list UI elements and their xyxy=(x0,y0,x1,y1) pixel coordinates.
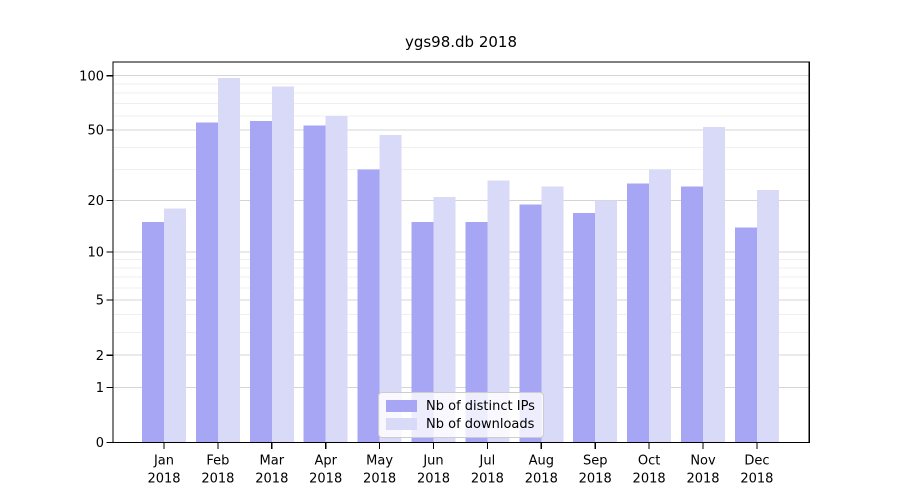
bar-downloads-apr xyxy=(325,115,348,443)
x-tick-label-jul-year: 2018 xyxy=(471,472,504,487)
x-tick-label-may-year: 2018 xyxy=(363,472,396,487)
x-tick-label-oct-year: 2018 xyxy=(633,472,666,487)
x-tick-label-mar: Mar xyxy=(260,454,285,469)
bar-downloads-feb xyxy=(217,78,240,443)
y-tick-label-1: 1 xyxy=(96,381,104,396)
bar-ips-dec xyxy=(734,227,757,443)
legend-item-distinct-ips: Nb of distinct IPs xyxy=(386,398,535,414)
y-tick-label-20: 20 xyxy=(87,194,104,209)
bar-ips-aug xyxy=(519,204,542,443)
x-tick-label-aug-year: 2018 xyxy=(525,472,558,487)
legend-label-downloads: Nb of downloads xyxy=(426,416,535,432)
x-tick-label-sep-year: 2018 xyxy=(579,472,612,487)
chart-title: ygs98.db 2018 xyxy=(404,33,518,51)
legend-swatch-downloads xyxy=(386,418,417,430)
y-tick-label-2: 2 xyxy=(96,349,104,364)
x-tick-label-jul: Jul xyxy=(479,454,496,469)
y-tick-label-50: 50 xyxy=(87,124,104,139)
x-tick-label-oct: Oct xyxy=(638,454,660,469)
bar-ips-jul xyxy=(465,222,488,443)
x-tick-label-apr: Apr xyxy=(314,454,337,469)
bar-downloads-oct xyxy=(649,169,672,443)
x-tick-label-feb-year: 2018 xyxy=(201,472,234,487)
bar-downloads-jul xyxy=(487,180,510,443)
x-tick-label-apr-year: 2018 xyxy=(309,472,342,487)
legend-swatch-distinct-ips xyxy=(386,400,417,412)
bar-ips-apr xyxy=(303,125,326,443)
bar-downloads-sep xyxy=(595,200,618,443)
x-tick-label-dec: Dec xyxy=(744,454,769,469)
y-tick-label-10: 10 xyxy=(87,246,104,261)
bar-ips-jan xyxy=(142,222,164,443)
bar-ips-may xyxy=(357,169,380,443)
bar-downloads-nov xyxy=(703,126,725,443)
x-tick-label-mar-year: 2018 xyxy=(255,472,288,487)
legend: Nb of distinct IPs Nb of downloads xyxy=(378,392,544,438)
bar-downloads-dec xyxy=(756,189,779,443)
bar-ips-jun xyxy=(411,222,434,443)
x-tick-label-jun: Jun xyxy=(422,454,443,469)
y-tick-label-5: 5 xyxy=(96,294,104,309)
x-tick-label-dec-year: 2018 xyxy=(740,472,773,487)
bar-downloads-may xyxy=(379,134,402,443)
x-tick-label-nov-year: 2018 xyxy=(686,472,719,487)
bar-ips-sep xyxy=(573,212,596,443)
bar-ips-mar xyxy=(249,121,272,443)
x-tick-label-may: May xyxy=(366,454,393,469)
bar-downloads-jun xyxy=(433,196,456,443)
bar-downloads-aug xyxy=(541,186,564,443)
bar-ips-nov xyxy=(681,186,703,443)
x-tick-label-jun-year: 2018 xyxy=(417,472,450,487)
y-tick-label-100: 100 xyxy=(79,69,104,84)
x-tick-label-aug: Aug xyxy=(529,454,554,469)
x-tick-label-feb: Feb xyxy=(206,454,229,469)
x-tick-label-sep: Sep xyxy=(583,454,608,469)
y-tick-label-0: 0 xyxy=(96,436,104,451)
bar-downloads-mar xyxy=(271,86,294,443)
bar-ips-oct xyxy=(627,183,650,443)
x-tick-label-jan-year: 2018 xyxy=(147,472,180,487)
bar-downloads-jan xyxy=(164,208,186,443)
legend-label-distinct-ips: Nb of distinct IPs xyxy=(426,398,535,414)
bar-ips-feb xyxy=(195,122,218,443)
legend-item-downloads: Nb of downloads xyxy=(386,416,535,432)
x-tick-label-jan: Jan xyxy=(153,454,174,469)
x-tick-label-nov: Nov xyxy=(690,454,716,469)
